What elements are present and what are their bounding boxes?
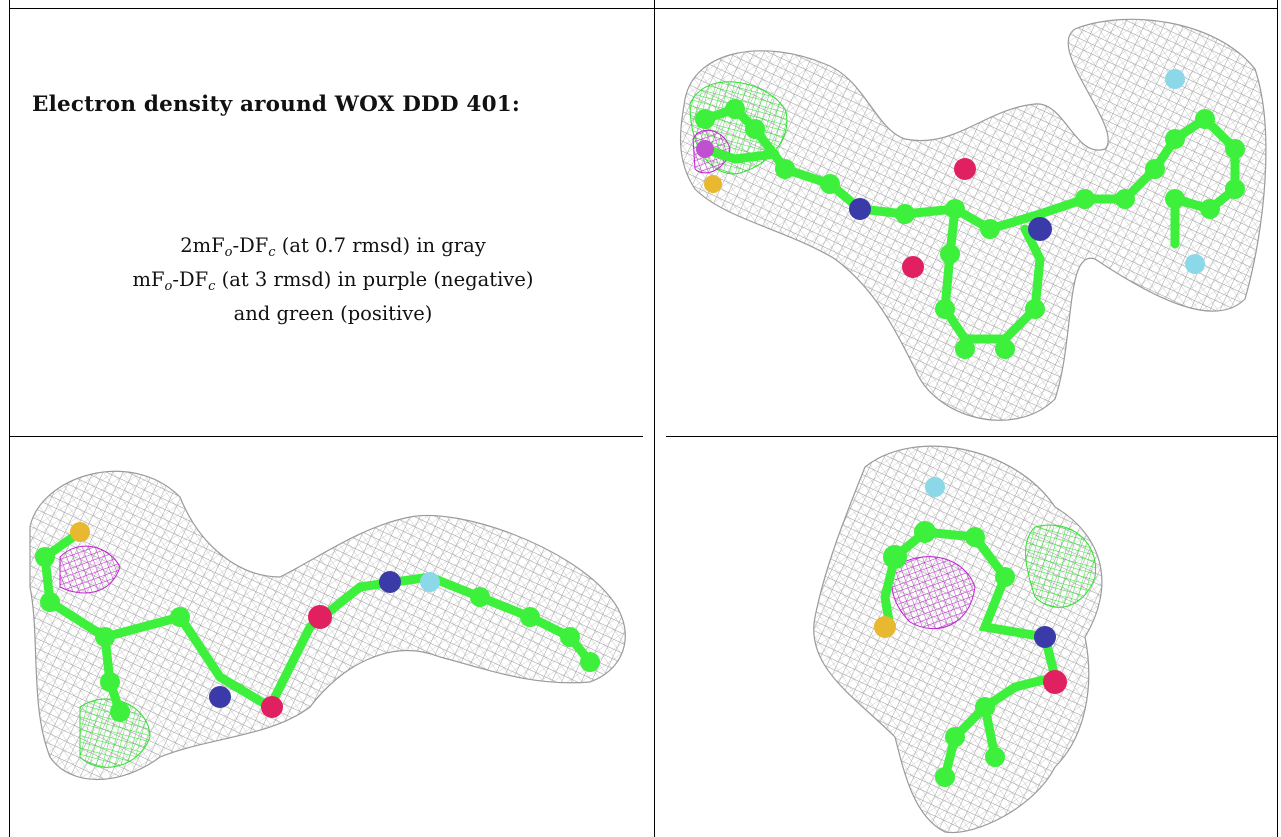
legend-line-fofc: mFo-DFc (at 3 rmsd) in purple (negative)	[18, 266, 648, 300]
legend-text: -DF	[232, 234, 269, 257]
caption-cell: Electron density around WOX DDD 401: 2mF…	[10, 9, 654, 436]
legend-subscript: o	[164, 279, 173, 294]
mesh-fofc-negative-purple	[891, 556, 976, 630]
legend-subscript: c	[208, 279, 216, 294]
legend-text: (at 0.7 rmsd) in gray	[275, 234, 486, 257]
ligand-atoms	[695, 69, 1245, 359]
density-render-bottom-right	[813, 445, 1103, 834]
density-view-bottom-left	[10, 437, 654, 837]
caption-heading: Electron density around WOX DDD 401:	[32, 92, 521, 117]
table-border-middle	[654, 0, 655, 837]
ligand-atoms	[874, 477, 1067, 787]
table-border-right	[1277, 0, 1278, 837]
legend-line-colors: and green (positive)	[233, 302, 433, 325]
legend-text: (at 3 rmsd) in purple (negative)	[215, 268, 534, 291]
mesh-2fofc-gray	[813, 445, 1103, 834]
table-row-divider-right	[666, 436, 1277, 437]
legend-text: 2mF	[180, 234, 225, 257]
legend-text: mF	[132, 268, 165, 291]
table-border-top	[9, 8, 1278, 9]
mesh-fofc-positive-green	[79, 698, 151, 768]
table-row-divider	[9, 436, 643, 437]
legend-text: -DF	[172, 268, 209, 291]
table-border-left	[9, 0, 10, 837]
density-render-bottom-left	[29, 470, 626, 781]
density-render-top-right	[680, 18, 1267, 421]
density-view-bottom-right	[655, 437, 1277, 837]
legend-subscript: c	[268, 245, 276, 260]
mesh-fofc-negative-purple	[59, 545, 121, 594]
mesh-fofc-positive-green	[1025, 524, 1097, 608]
legend-subscript: o	[224, 245, 233, 260]
caption-legend: 2mFo-DFc (at 0.7 rmsd) in gray mFo-DFc (…	[18, 232, 648, 327]
ligand-atoms	[35, 522, 600, 722]
legend-line-2fofc: 2mFo-DFc (at 0.7 rmsd) in gray	[18, 232, 648, 266]
density-view-top-right	[655, 9, 1277, 436]
